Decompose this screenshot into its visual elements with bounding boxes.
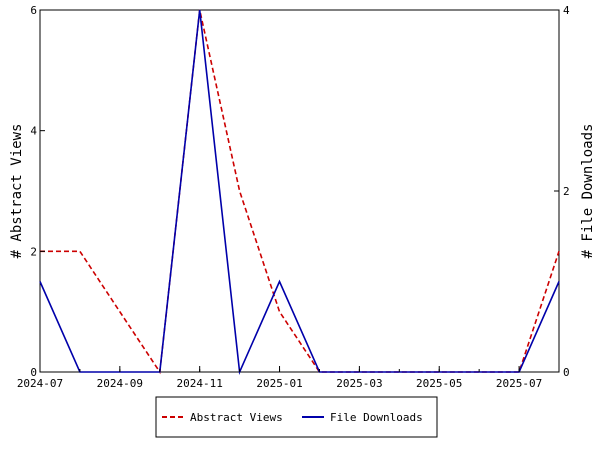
series-layer [39, 9, 560, 376]
x-tick-label: 2025-07 [496, 377, 542, 390]
series-line-file-downloads [39, 9, 560, 376]
y-left-axis-title: # Abstract Views [9, 124, 25, 259]
y-left-tick-label: 2 [30, 245, 37, 258]
legend-label-abstract-views: Abstract Views [190, 411, 283, 424]
x-tick-label: 2024-09 [97, 377, 143, 390]
y-right-axis-title: # File Downloads [580, 124, 596, 259]
axis-layer: 2024-07 2024-09 2024-11 2025-01 2025-03 2025-… [17, 4, 570, 390]
legend-label-file-downloads: File Downloads [330, 411, 423, 424]
series-line-abstract-views [40, 9, 560, 375]
y-right-tick-label: 4 [563, 4, 570, 17]
y-left-tick-label: 4 [30, 125, 37, 138]
x-tick-label: 2024-07 [17, 377, 63, 390]
plot-frame [39, 9, 560, 373]
x-tick-label: 2025-03 [336, 377, 382, 390]
legend: Abstract Views File Downloads [155, 396, 438, 438]
x-tick-label: 2024-11 [177, 377, 223, 390]
legend-box [155, 396, 438, 438]
y-left-tick-label: 0 [30, 366, 37, 379]
x-tick-label: 2025-01 [256, 377, 302, 390]
x-tick-label: 2025-05 [416, 377, 462, 390]
y-right-tick-label: 0 [563, 366, 570, 379]
y-right-tick-label: 2 [563, 185, 570, 198]
y-left-tick-label: 6 [30, 4, 37, 17]
